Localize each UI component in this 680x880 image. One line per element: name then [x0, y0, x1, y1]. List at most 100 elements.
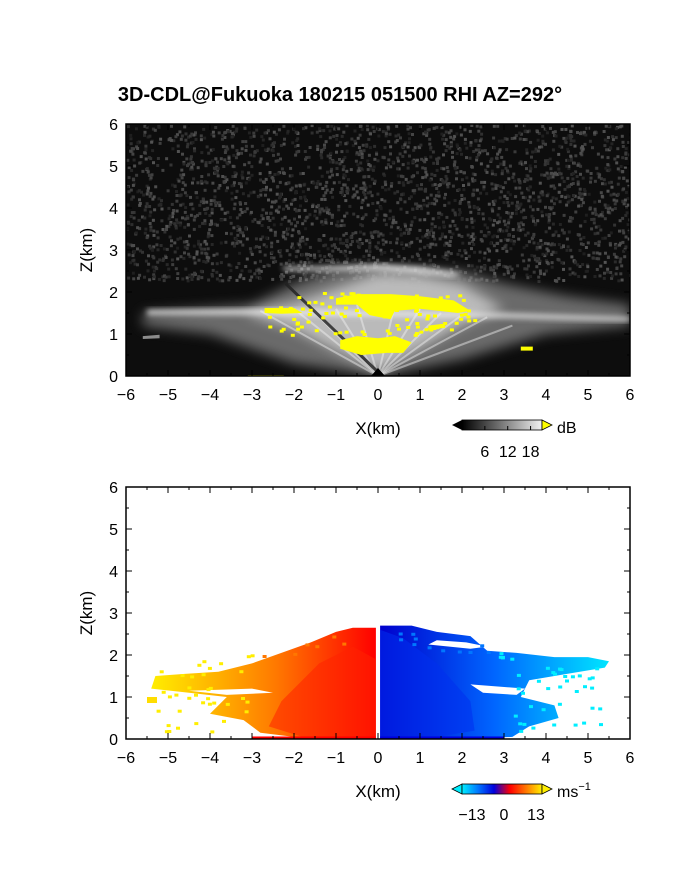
noise-pixel	[215, 223, 219, 227]
noise-pixel	[204, 163, 208, 167]
noise-pixel	[279, 222, 283, 226]
noise-pixel	[574, 210, 578, 214]
noise-pixel	[472, 243, 476, 246]
noise-pixel	[208, 161, 212, 164]
noise-pixel	[244, 202, 248, 205]
noise-pixel	[331, 258, 335, 262]
noise-pixel	[372, 181, 376, 185]
y-tick-label: 3	[109, 606, 118, 623]
noise-pixel	[152, 277, 156, 281]
noise-pixel	[477, 144, 481, 148]
noise-pixel	[376, 258, 380, 262]
noise-pixel	[175, 209, 179, 213]
y-tick-label: 2	[109, 285, 118, 302]
noise-pixel	[367, 137, 371, 141]
noise-pixel	[216, 167, 220, 170]
noise-pixel	[444, 235, 448, 239]
noise-pixel	[227, 160, 231, 164]
noise-pixel	[525, 244, 529, 248]
noise-pixel	[475, 188, 479, 192]
noise-pixel	[392, 218, 396, 222]
noise-pixel	[346, 245, 350, 249]
velocity-pixel	[413, 637, 418, 641]
noise-pixel	[486, 247, 490, 251]
noise-pixel	[338, 162, 342, 166]
noise-pixel	[146, 234, 150, 238]
noise-pixel	[532, 241, 536, 245]
noise-pixel	[282, 230, 286, 234]
noise-pixel	[396, 190, 400, 194]
strong-echo-pixel	[357, 314, 362, 318]
strong-echo-pixel	[329, 296, 334, 300]
noise-pixel	[360, 152, 364, 156]
noise-pixel	[361, 187, 365, 191]
noise-pixel	[624, 151, 628, 155]
noise-pixel	[355, 190, 359, 194]
noise-pixel	[416, 204, 420, 208]
noise-pixel	[501, 139, 505, 143]
noise-pixel	[505, 229, 509, 233]
noise-pixel	[514, 195, 518, 199]
colorbar-under-triangle	[452, 420, 462, 430]
noise-pixel	[335, 134, 339, 137]
strong-echo-pixel	[354, 309, 359, 313]
noise-pixel	[587, 253, 591, 257]
noise-pixel	[184, 267, 188, 271]
noise-pixel	[207, 256, 211, 260]
beam-streak	[377, 316, 488, 376]
noise-pixel	[334, 246, 337, 249]
noise-pixel	[327, 212, 331, 216]
noise-pixel	[384, 262, 388, 266]
noise-pixel	[291, 198, 295, 202]
noise-pixel	[130, 211, 134, 215]
backscatter-y-axis-label: Z(km)	[77, 228, 96, 272]
noise-pixel	[417, 145, 421, 149]
noise-pixel	[273, 233, 277, 237]
noise-pixel	[160, 207, 164, 211]
noise-pixel	[440, 213, 444, 217]
noise-pixel	[173, 222, 177, 226]
noise-pixel	[429, 146, 433, 150]
noise-pixel	[227, 263, 231, 267]
noise-pixel	[220, 218, 223, 222]
noise-pixel	[615, 267, 619, 270]
velocity-pixel	[583, 685, 587, 689]
noise-pixel	[360, 260, 363, 264]
noise-pixel	[612, 198, 616, 202]
noise-pixel	[197, 275, 201, 279]
noise-pixel	[221, 175, 225, 178]
strong-echo-pixel	[370, 307, 375, 310]
noise-pixel	[389, 152, 392, 156]
noise-pixel	[182, 160, 186, 164]
noise-pixel	[437, 184, 441, 187]
velocity-colorbar-unit: ms−1	[557, 781, 591, 801]
noise-pixel	[548, 175, 552, 179]
noise-pixel	[312, 181, 316, 185]
velocity-background	[126, 487, 630, 739]
noise-pixel	[147, 254, 150, 258]
noise-pixel	[235, 149, 239, 153]
colorbar-over-triangle	[541, 419, 553, 431]
noise-pixel	[263, 131, 267, 135]
noise-pixel	[525, 273, 529, 277]
noise-pixel	[231, 175, 235, 178]
noise-pixel	[126, 203, 130, 207]
noise-pixel	[332, 134, 336, 138]
noise-pixel	[384, 183, 388, 187]
noise-pixel	[368, 238, 372, 242]
noise-pixel	[209, 199, 213, 203]
noise-pixel	[401, 181, 405, 185]
noise-pixel	[536, 149, 540, 153]
noise-pixel	[149, 191, 153, 195]
noise-pixel	[535, 247, 539, 251]
figure-title: 3D-CDL@Fukuoka 180215 051500 RHI AZ=292°	[117, 84, 563, 106]
noise-pixel	[459, 125, 463, 129]
noise-pixel	[504, 166, 508, 170]
noise-pixel	[462, 188, 466, 192]
noise-pixel	[325, 206, 329, 210]
noise-pixel	[250, 165, 254, 169]
noise-pixel	[265, 185, 268, 189]
noise-pixel	[605, 148, 609, 152]
noise-pixel	[167, 225, 171, 229]
